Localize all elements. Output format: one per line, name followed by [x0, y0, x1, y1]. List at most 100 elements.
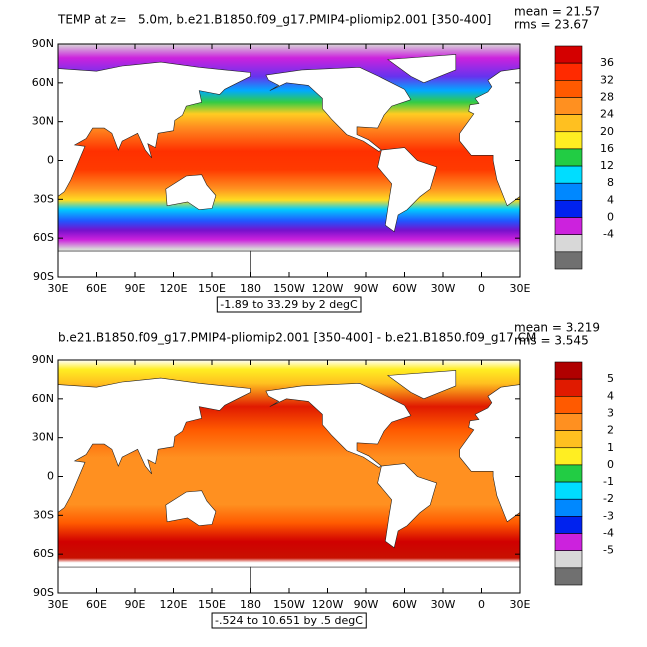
lon-label: 30E [510, 598, 531, 611]
lon-label: 120W [312, 282, 344, 295]
lat-label: 60S [33, 231, 54, 244]
colorbar-label: 28 [600, 90, 614, 103]
colorbar-label: 1 [607, 441, 614, 454]
colorbar-label: 24 [600, 108, 614, 121]
rms-stat: rms = 3.545 [514, 334, 589, 348]
map-panel: b.e21.B1850.f09_g17.PMIP4-pliomip2.001 [… [32, 321, 647, 629]
colorbar-box [554, 413, 583, 431]
lon-label: 180 [240, 598, 261, 611]
lat-label: 60S [33, 547, 54, 560]
colorbar-box [554, 200, 583, 218]
lon-label: 120E [160, 598, 188, 611]
lon-label: 30E [510, 282, 531, 295]
lat-label: 30S [33, 508, 54, 521]
colorbar-label: 2 [607, 424, 614, 437]
colorbar-box [554, 182, 583, 201]
colorbar-label: -2 [603, 492, 614, 505]
lat-label: 30N [32, 115, 54, 128]
colorbar-label: 8 [607, 176, 614, 189]
lat-label: 30N [32, 431, 54, 444]
land [165, 490, 217, 527]
land [628, 175, 647, 210]
colorbar-box [554, 148, 583, 167]
lon-label: 120W [312, 598, 344, 611]
colorbar-box [554, 516, 583, 534]
lon-label: 90E [125, 598, 146, 611]
land [377, 463, 437, 549]
lat-label: 0 [47, 470, 54, 483]
colorbar-label: 0 [607, 211, 614, 224]
colorbar-box [554, 45, 583, 64]
lat-label: 90N [32, 37, 54, 50]
land [459, 68, 520, 207]
lon-label: 180 [240, 282, 261, 295]
lon-label: 60W [392, 598, 417, 611]
colorbar-label: 3 [607, 406, 614, 419]
land [58, 250, 251, 277]
lon-label: 90E [125, 282, 146, 295]
lon-label: 150E [198, 282, 226, 295]
land [250, 250, 520, 277]
colorbar-box [554, 396, 583, 414]
contour-info-box [216, 296, 362, 313]
colorbar-box [554, 567, 583, 586]
land [628, 491, 647, 526]
lon-label: 60E [86, 282, 107, 295]
lat-label: 90S [33, 586, 54, 599]
colorbar-box [554, 251, 583, 270]
colorbar-label: 32 [600, 73, 614, 86]
colorbar-label: -3 [603, 509, 614, 522]
lon-label: 120E [160, 282, 188, 295]
rms-stat: rms = 23.67 [514, 18, 589, 32]
colorbar-label: 0 [607, 458, 614, 471]
contour-info: -1.89 to 33.29 by 2 degC [220, 298, 358, 311]
lon-label: 30W [431, 598, 456, 611]
colorbar-label: 20 [600, 125, 614, 138]
map-panel: TEMP at z= 5.0m, b.e21.B1850.f09_g17.PMI… [32, 5, 647, 313]
panel-title: TEMP at z= 5.0m, b.e21.B1850.f09_g17.PMI… [57, 13, 491, 27]
lon-label: 0 [478, 598, 485, 611]
mean-stat: mean = 3.219 [514, 321, 600, 335]
colorbar-label: -4 [603, 228, 614, 241]
lon-label: 30E [48, 598, 69, 611]
colorbar-label: 4 [607, 389, 614, 402]
colorbar-label: -1 [603, 475, 614, 488]
lon-label: 90W [354, 282, 379, 295]
lon-label: 60E [86, 598, 107, 611]
map-field [58, 360, 647, 593]
land [386, 54, 457, 84]
colorbar-box [554, 62, 583, 81]
colorbar-box [554, 217, 583, 235]
colorbar-box [554, 481, 583, 500]
lon-label: 150W [273, 282, 305, 295]
contour-info: -.524 to 10.651 by .5 degC [215, 614, 363, 627]
contour-info-box [211, 612, 367, 629]
lon-label: 150E [198, 598, 226, 611]
lat-label: 30S [33, 192, 54, 205]
land [250, 566, 520, 593]
colorbar-box [554, 165, 583, 184]
panel-title: b.e21.B1850.f09_g17.PMIP4-pliomip2.001 [… [58, 331, 536, 345]
colorbar-label: 12 [600, 159, 614, 172]
land [58, 566, 251, 593]
lat-label: 60N [32, 76, 54, 89]
lon-label: 90W [354, 598, 379, 611]
land [459, 384, 520, 523]
lon-label: 150W [273, 598, 305, 611]
colorbar-box [554, 498, 583, 517]
land [165, 174, 217, 211]
colorbar-box [554, 80, 583, 98]
colorbar-box [554, 550, 583, 569]
colorbar-box [554, 131, 583, 150]
colorbar-box [554, 464, 583, 483]
colorbar-label: 5 [607, 372, 614, 385]
lon-label: 0 [478, 282, 485, 295]
land [58, 61, 251, 197]
map-field [58, 44, 647, 277]
colorbar-box [554, 447, 583, 466]
lat-label: 90S [33, 270, 54, 283]
lon-label: 30W [431, 282, 456, 295]
colorbar-box [554, 430, 583, 449]
colorbar-box [554, 114, 583, 133]
